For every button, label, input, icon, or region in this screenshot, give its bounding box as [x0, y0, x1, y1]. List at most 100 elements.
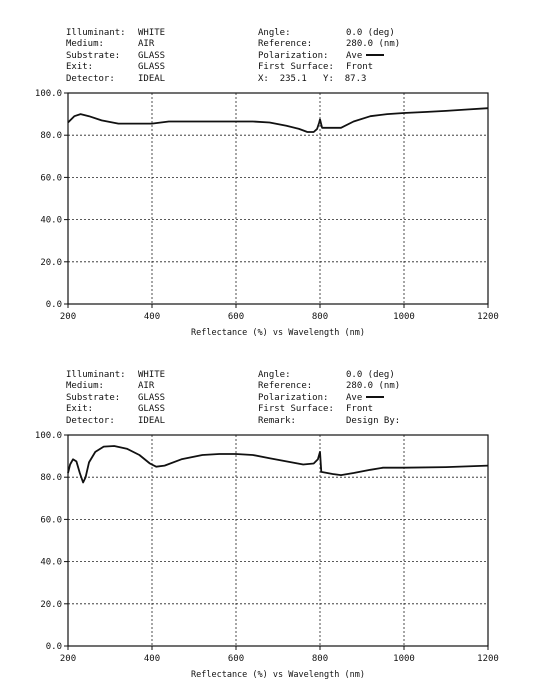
y-tick-label: 60.0: [40, 173, 62, 183]
header-label: Detector:: [66, 73, 115, 84]
header-value: Ave: [346, 392, 363, 403]
y-tick-label: 80.0: [40, 473, 62, 483]
header-label: X:: [258, 73, 269, 84]
header-value: GLASS: [138, 50, 166, 61]
reflectance-chart: 200 400 600 800 1000 1200 0.0 20.0 40.0 60.0 80.0 1…: [35, 89, 499, 338]
header-label: Polarization:: [258, 50, 329, 61]
header-row: First Surface: Front: [258, 62, 400, 73]
x-axis-title: Reflectance (%) vs Wavelength (nm): [191, 328, 365, 338]
header-value: GLASS: [138, 62, 166, 73]
header-row: Medium: AIR: [66, 39, 165, 50]
legend-line-swatch: [366, 54, 385, 57]
header-value: 280.0 (nm): [346, 39, 401, 50]
header-value: 0.0 (deg): [346, 28, 395, 38]
header-label: Reference:: [258, 381, 313, 392]
header-value: Front: [346, 62, 374, 73]
header-label: First Surface:: [258, 404, 334, 415]
header-label: Exit:: [66, 62, 94, 73]
reflectance-series-line: [67, 445, 489, 484]
x-tick-label: 1000: [393, 654, 415, 664]
y-tick-label: 60.0: [40, 515, 62, 525]
header-row: Detector: IDEAL: [66, 416, 165, 427]
header-left: Illuminant: WHITE Medium: AIR Substrate: GLAS…: [66, 370, 165, 427]
x-tick-label: 800: [312, 312, 328, 322]
header-value: Ave: [346, 50, 363, 61]
x-tick-label: 1000: [393, 312, 415, 322]
header-value: 235.1: [279, 73, 307, 84]
header-row: Substrate: GLASS: [66, 393, 165, 404]
header-label: Medium:: [66, 381, 104, 392]
header-label: Illuminant:: [66, 28, 126, 38]
header-row: Reference: 280.0 (nm): [258, 381, 400, 392]
y-tick-label: 80.0: [40, 131, 62, 141]
header-row: Reference: 280.0 (nm): [258, 39, 400, 50]
legend-line-swatch: [366, 396, 385, 399]
header-value: GLASS: [138, 404, 166, 415]
header-right: Angle: 0.0 (deg) Reference: 280.0 (nm) Polar…: [258, 28, 400, 85]
header-value: Front: [346, 404, 374, 415]
chart-panel-top: Illuminant: WHITE Medium: AIR Substrate: GLAS…: [35, 28, 499, 338]
y-tick-label: 0.0: [46, 300, 62, 310]
header-value: 0.0 (deg): [346, 370, 395, 380]
x-tick-label: 600: [228, 312, 244, 322]
header-row: Medium: AIR: [66, 381, 165, 392]
x-tick-label: 400: [144, 654, 160, 664]
chart-panel-bottom: Illuminant: WHITE Medium: AIR Substrate: GLAS…: [0, 342, 543, 680]
header-value: AIR: [138, 381, 155, 392]
reflectance-chart: 200 400 600 800 1000 1200 0.0 20.0 40.0 60.0 80.0 1…: [35, 431, 499, 680]
reflectance-series-line: [67, 107, 489, 133]
header-label: Substrate:: [66, 50, 121, 61]
header-row: X: 235.1 Y: 87.3: [258, 74, 400, 85]
header-row: Angle: 0.0 (deg): [258, 370, 400, 381]
header-label: Exit:: [66, 404, 94, 415]
header-label: Illuminant:: [66, 370, 126, 380]
header-left: Illuminant: WHITE Medium: AIR Substrate: GLAS…: [66, 28, 165, 85]
header-row: Angle: 0.0 (deg): [258, 28, 400, 39]
header-value: IDEAL: [138, 415, 166, 426]
header-value: IDEAL: [138, 73, 166, 84]
header-row: Substrate: GLASS: [66, 51, 165, 62]
y-tick-label: 100.0: [35, 431, 62, 441]
header-row: Polarization: Ave: [258, 51, 400, 62]
header-row: First Surface: Front: [258, 404, 400, 415]
header-value: 280.0 (nm): [346, 381, 401, 392]
header-label: Y:: [323, 73, 334, 84]
y-tick-label: 100.0: [35, 89, 62, 99]
y-tick-label: 40.0: [40, 558, 62, 568]
header-value: GLASS: [138, 392, 166, 403]
header-value: 87.3: [344, 73, 367, 84]
y-tick-label: 20.0: [40, 600, 62, 610]
header-label: Remark:: [258, 415, 296, 426]
header-row: Exit: GLASS: [66, 404, 165, 415]
y-tick-label: 20.0: [40, 258, 62, 268]
x-tick-label: 200: [60, 312, 76, 322]
header-row: Remark: Design By:: [258, 416, 400, 427]
header-value: WHITE: [138, 370, 166, 380]
header-right: Angle: 0.0 (deg) Reference: 280.0 (nm) Polar…: [258, 370, 400, 427]
plot-frame: [67, 92, 489, 305]
header-row: Illuminant: WHITE: [66, 28, 165, 39]
x-tick-label: 1200: [477, 654, 499, 664]
header-value: Design By:: [346, 415, 401, 426]
header-row: Exit: GLASS: [66, 62, 165, 73]
x-tick-label: 800: [312, 654, 328, 664]
header-row: Detector: IDEAL: [66, 74, 165, 85]
header-value: WHITE: [138, 28, 166, 38]
plot-frame: [67, 434, 489, 647]
x-tick-label: 600: [228, 654, 244, 664]
header-label: Polarization:: [258, 392, 329, 403]
x-tick-label: 400: [144, 312, 160, 322]
y-tick-label: 0.0: [46, 642, 62, 652]
header-label: Angle:: [258, 28, 291, 38]
y-tick-label: 40.0: [40, 216, 62, 226]
header-label: Detector:: [66, 415, 115, 426]
header-label: Reference:: [258, 39, 313, 50]
x-tick-label: 200: [60, 654, 76, 664]
header-row: Polarization: Ave: [258, 393, 400, 404]
x-axis-title: Reflectance (%) vs Wavelength (nm): [191, 670, 365, 680]
header-label: First Surface:: [258, 62, 334, 73]
header-label: Angle:: [258, 370, 291, 380]
header-label: Medium:: [66, 39, 104, 50]
x-tick-label: 1200: [477, 312, 499, 322]
header-value: AIR: [138, 39, 155, 50]
